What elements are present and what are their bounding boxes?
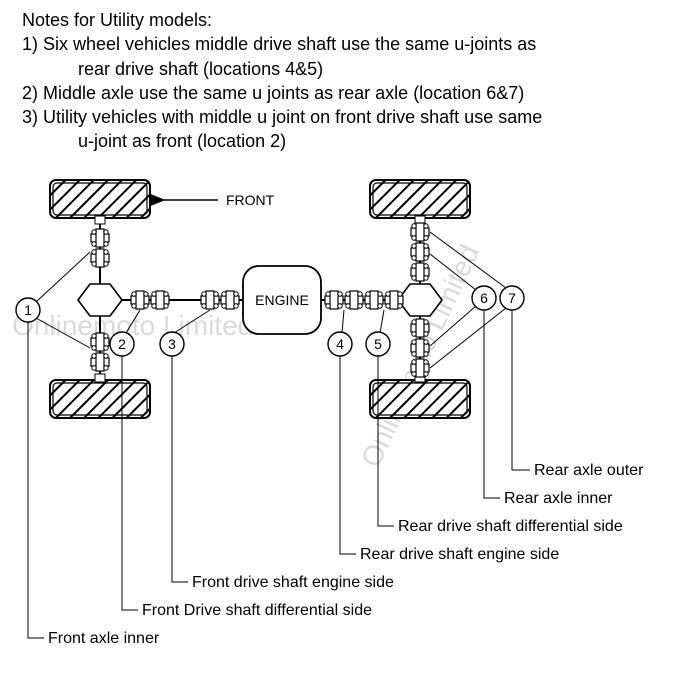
rear-differential	[398, 284, 442, 316]
callout-circle-2: 2	[110, 332, 134, 356]
notes-title: Notes for Utility models:	[22, 8, 678, 32]
svg-text:1: 1	[24, 302, 32, 318]
ujoint-loc4	[325, 291, 343, 309]
svg-text:3: 3	[168, 336, 176, 352]
callout-text-1: Front axle inner	[48, 630, 160, 647]
wheel-rear-left	[370, 180, 470, 218]
notes-line3a: 3) Utility vehicles with middle u joint …	[22, 105, 678, 129]
ujoint-front-axle-top	[91, 229, 109, 247]
callout-text-7: Rear axle outer	[534, 462, 644, 479]
wheel-front-right	[50, 380, 150, 418]
notes-line3b: u-joint as front (location 2)	[22, 129, 678, 153]
notes-block: Notes for Utility models: 1) Six wheel v…	[22, 8, 678, 154]
svg-text:2: 2	[118, 336, 126, 352]
callout-circle-5: 5	[366, 332, 390, 356]
wheel-front-left	[50, 180, 150, 218]
svg-text:7: 7	[508, 290, 516, 306]
wheel-rear-right	[370, 380, 470, 418]
notes-line1a: 1) Six wheel vehicles middle drive shaft…	[22, 32, 678, 56]
ujoint-loc2	[131, 291, 149, 309]
callout-text-2: Front Drive shaft differential side	[142, 602, 372, 619]
notes-line2: 2) Middle axle use the same u joints as …	[22, 81, 678, 105]
svg-text:5: 5	[374, 336, 382, 352]
ujoint-loc5	[365, 291, 383, 309]
callout-circle-7: 7	[500, 286, 524, 310]
front-differential	[78, 284, 122, 316]
notes-line1b: rear drive shaft (locations 4&5)	[22, 57, 678, 81]
callout-text-3: Front drive shaft engine side	[192, 574, 394, 591]
svg-text:4: 4	[336, 336, 344, 352]
engine-label: ENGINE	[255, 292, 309, 308]
drivetrain-diagram: ENGINE FRONT 1 2 3 4 5 6 7 Rear axle	[0, 160, 700, 700]
callout-text-5: Rear drive shaft differential side	[398, 518, 623, 535]
callout-text-4: Rear drive shaft engine side	[360, 546, 559, 563]
callout-circle-3: 3	[160, 332, 184, 356]
front-label: FRONT	[226, 192, 275, 208]
ujoint-loc3	[201, 291, 219, 309]
svg-text:6: 6	[480, 290, 488, 306]
ujoint-front-axle-bottom	[91, 353, 109, 371]
callout-text-6: Rear axle inner	[504, 490, 613, 507]
callout-circle-4: 4	[328, 332, 352, 356]
